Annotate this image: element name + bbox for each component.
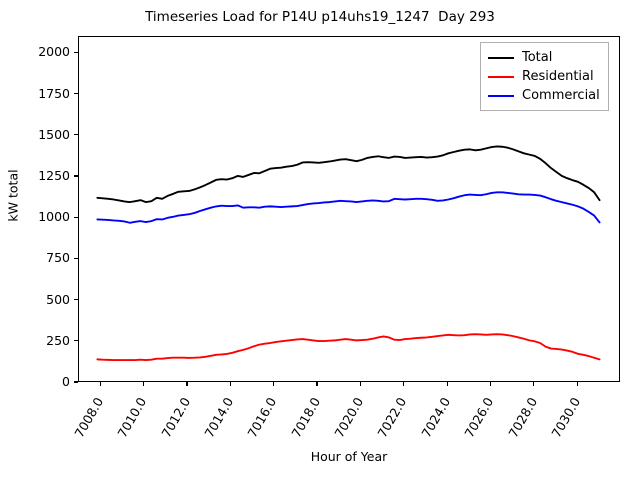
y-tick-mark bbox=[74, 134, 78, 136]
y-tick-label: 1250 bbox=[38, 168, 70, 184]
x-tick-mark bbox=[229, 382, 231, 386]
y-tick-label: 1750 bbox=[38, 85, 70, 101]
y-tick-mark bbox=[74, 93, 78, 95]
x-tick-mark bbox=[99, 382, 101, 386]
legend-label: Residential bbox=[522, 69, 594, 84]
chart-legend: Total Residential Commercial bbox=[480, 42, 609, 111]
y-tick-mark bbox=[74, 299, 78, 301]
y-tick-label: 250 bbox=[46, 332, 70, 348]
y-tick: 1250 bbox=[38, 169, 78, 183]
x-tick-mark bbox=[403, 382, 405, 386]
y-tick-mark bbox=[74, 340, 78, 342]
y-tick: 500 bbox=[46, 291, 78, 307]
series-line-commercial bbox=[96, 191, 601, 224]
y-tick: 1750 bbox=[38, 85, 78, 101]
legend-swatch-commercial bbox=[488, 94, 514, 97]
legend-label: Total bbox=[522, 50, 553, 65]
x-tick-mark bbox=[489, 382, 492, 386]
y-tick-mark bbox=[74, 175, 78, 177]
y-tick-label: 1000 bbox=[38, 209, 70, 225]
x-tick-mark bbox=[316, 382, 318, 386]
y-tick: 1500 bbox=[38, 126, 78, 142]
legend-item-commercial[interactable]: Commercial bbox=[488, 86, 600, 105]
series-canvas bbox=[96, 145, 601, 361]
x-axis-ticks: 7008.0 7010.0 7012.0 7014.0 7016.0 7018.0 7020… bbox=[71, 382, 620, 452]
y-tick-label: 2000 bbox=[38, 44, 70, 60]
legend-label: Commercial bbox=[522, 88, 600, 103]
y-tick: 250 bbox=[46, 332, 78, 348]
x-tick-mark bbox=[446, 382, 448, 386]
x-tick-mark bbox=[576, 382, 578, 386]
y-tick: 0 bbox=[62, 375, 78, 389]
y-tick: 1000 bbox=[38, 210, 78, 224]
y-tick-label: 0 bbox=[62, 374, 70, 389]
x-tick-mark bbox=[359, 382, 362, 386]
legend-item-residential[interactable]: Residential bbox=[488, 67, 600, 86]
y-tick-mark bbox=[74, 51, 78, 54]
y-tick-label: 500 bbox=[46, 291, 70, 307]
y-tick-mark bbox=[74, 257, 78, 260]
y-tick: 750 bbox=[46, 251, 78, 265]
chart-title: Timeseries Load for P14U p14uhs19_1247 D… bbox=[145, 9, 495, 25]
x-tick-mark bbox=[186, 382, 188, 386]
x-tick-mark bbox=[533, 382, 535, 386]
y-axis-ticks: 0 250 500 750 1000 1250 1500 1750 2000 bbox=[0, 36, 78, 389]
legend-swatch-residential bbox=[488, 75, 514, 78]
y-tick-mark bbox=[74, 216, 78, 218]
x-tick-mark bbox=[273, 382, 275, 386]
y-tick: 2000 bbox=[38, 45, 78, 59]
series-line-total bbox=[96, 145, 601, 204]
x-tick-mark bbox=[143, 382, 145, 386]
legend-swatch-total bbox=[488, 56, 514, 59]
y-tick-label: 750 bbox=[46, 250, 70, 266]
y-tick-label: 1500 bbox=[38, 126, 70, 142]
x-axis-label: Hour of Year bbox=[310, 449, 388, 464]
legend-item-total[interactable]: Total bbox=[488, 48, 600, 67]
series-line-residential bbox=[96, 333, 601, 361]
y-tick-mark bbox=[74, 381, 78, 383]
x-tick-label: 7030.0 bbox=[548, 394, 584, 441]
